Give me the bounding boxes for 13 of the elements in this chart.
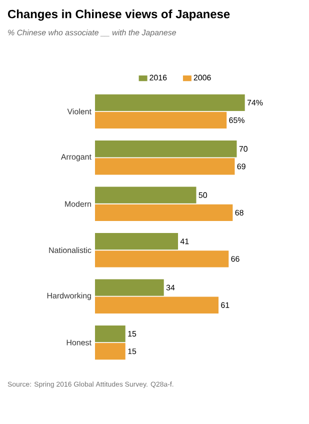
bar <box>95 250 229 268</box>
bar <box>95 112 227 129</box>
chart-title: Changes in Chinese views of Japanese <box>8 10 230 21</box>
bar <box>95 186 196 204</box>
bar <box>95 94 245 111</box>
bar <box>95 279 164 296</box>
bar <box>95 204 233 221</box>
bar <box>95 343 126 360</box>
bar <box>95 233 178 250</box>
bar <box>95 158 235 175</box>
bar <box>95 140 237 158</box>
bar <box>95 325 126 342</box>
bar <box>95 296 219 314</box>
